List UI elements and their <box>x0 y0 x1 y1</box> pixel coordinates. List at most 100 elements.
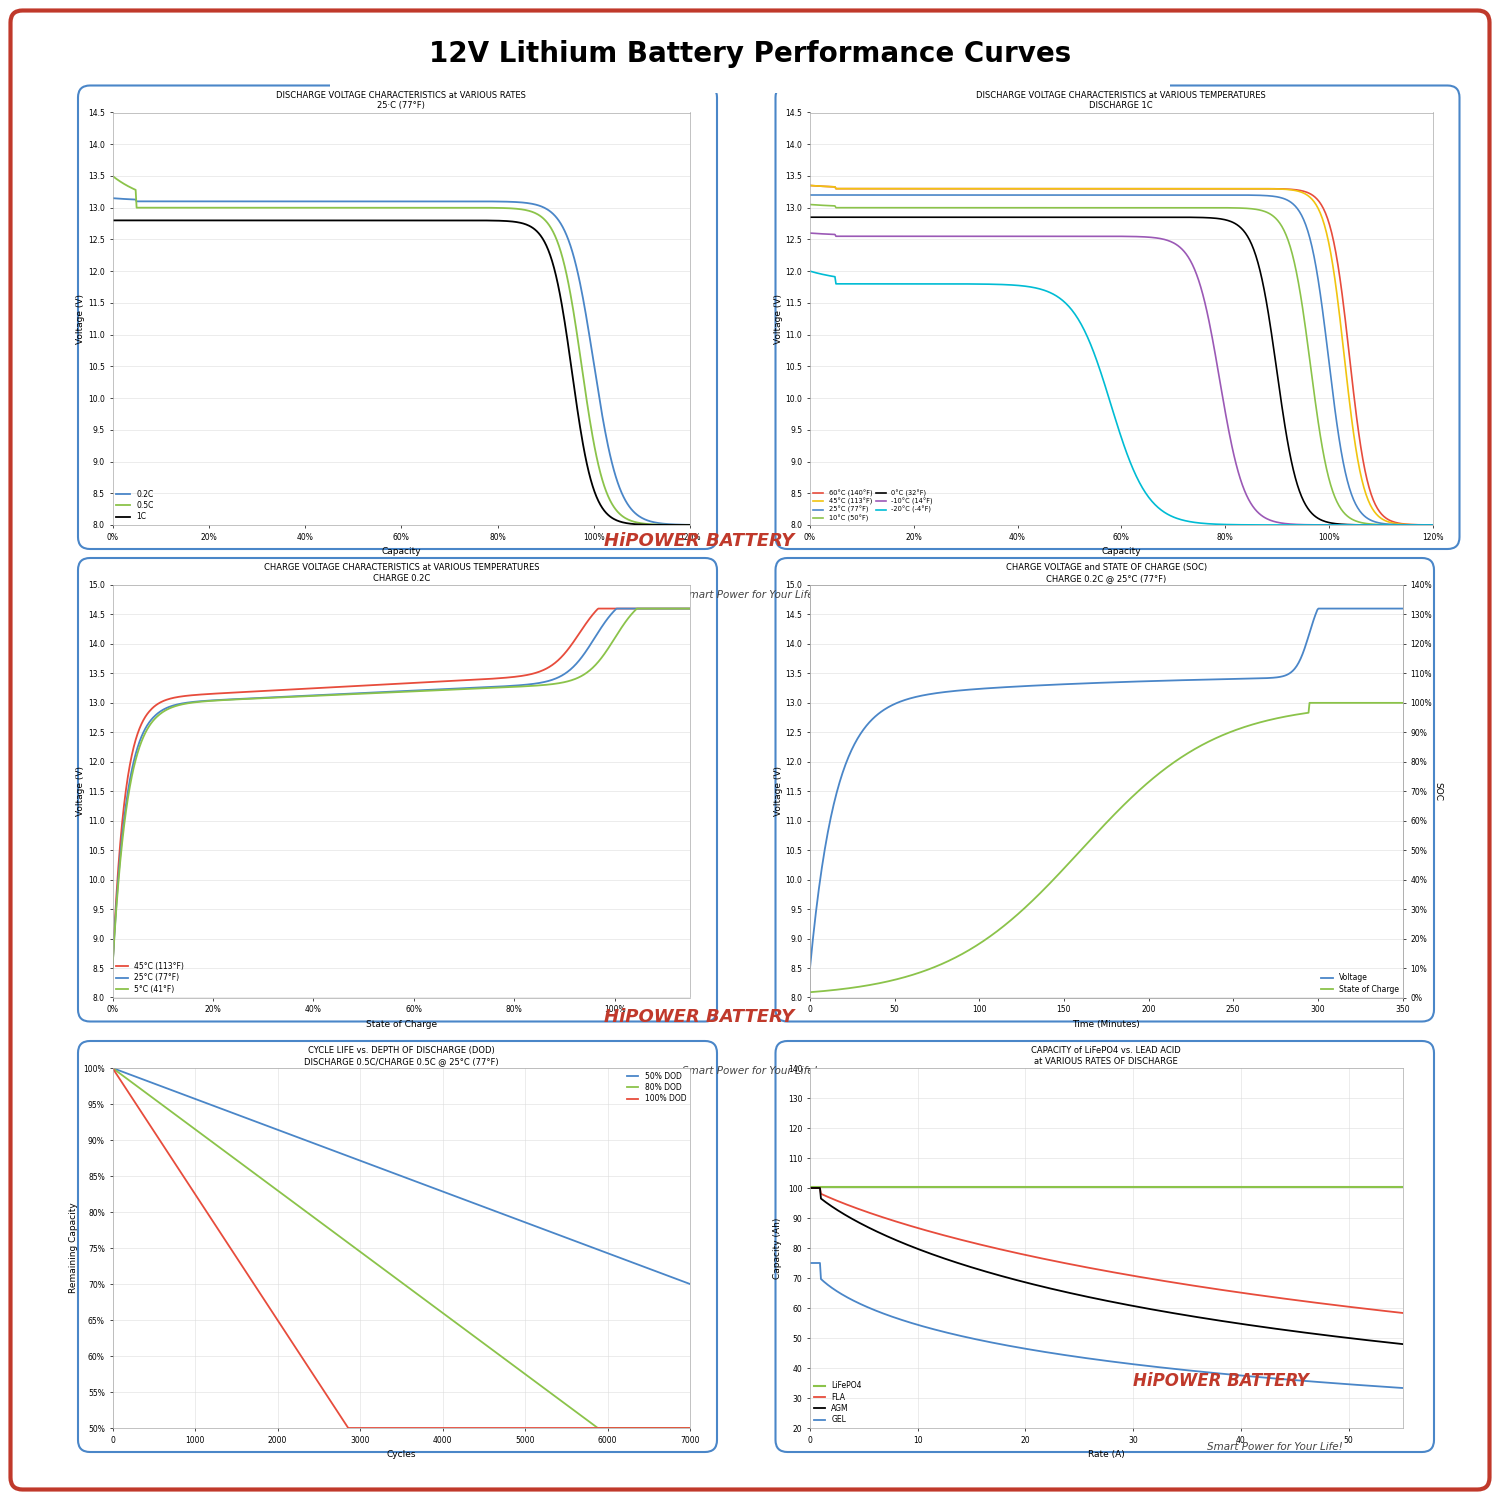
State of Charge <box>1394 694 1411 712</box>
FLA <box>1248 1286 1266 1304</box>
X-axis label: Cycles: Cycles <box>387 1450 416 1460</box>
25°C (77°F) <box>681 600 699 618</box>
Line: 0.2C: 0.2C <box>112 198 690 525</box>
LiFePO4 <box>1394 1178 1411 1196</box>
Legend: 60°C (140°F), 45°C (113°F), 25°C (77°F), 10°C (50°F), 0°C (32°F), -10°C (14°F), : 60°C (140°F), 45°C (113°F), 25°C (77°F),… <box>813 490 933 522</box>
25°C (77°F) <box>364 684 382 702</box>
GEL <box>906 1316 924 1334</box>
Line: 0.5C: 0.5C <box>112 176 690 525</box>
50% DOD <box>267 1120 285 1138</box>
AGM <box>1248 1317 1266 1335</box>
100% DOD <box>681 1419 699 1437</box>
100% DOD <box>483 1419 501 1437</box>
45°C (113°F) <box>538 658 556 676</box>
Title: CHARGE VOLTAGE CHARACTERISTICS at VARIOUS TEMPERATURES
CHARGE 0.2C: CHARGE VOLTAGE CHARACTERISTICS at VARIOU… <box>264 564 538 584</box>
Legend: 50% DOD, 80% DOD, 100% DOD: 50% DOD, 80% DOD, 100% DOD <box>627 1072 686 1104</box>
5°C (41°F) <box>444 681 462 699</box>
80% DOD <box>554 1392 572 1410</box>
State of Charge <box>801 982 819 1000</box>
State of Charge <box>1070 844 1088 862</box>
X-axis label: State of Charge: State of Charge <box>366 1020 436 1029</box>
AGM <box>954 1256 972 1274</box>
State of Charge <box>906 964 924 982</box>
0.5C <box>364 198 382 216</box>
X-axis label: Capacity: Capacity <box>381 548 422 556</box>
Voltage <box>1394 600 1411 618</box>
80% DOD <box>681 1419 699 1437</box>
100% DOD <box>286 1338 304 1356</box>
Legend: LiFePO4, FLA, AGM, GEL: LiFePO4, FLA, AGM, GEL <box>815 1382 862 1423</box>
0.2C <box>364 192 382 210</box>
GEL <box>1197 1364 1215 1382</box>
25°C (77°F) <box>538 672 556 690</box>
45°C (113°F) <box>590 600 608 618</box>
AGM <box>1394 1335 1411 1353</box>
1C <box>444 211 462 230</box>
FLA <box>1197 1278 1215 1296</box>
LiFePO4 <box>1070 1178 1088 1196</box>
State of Charge <box>1197 734 1215 752</box>
50% DOD <box>483 1202 501 1219</box>
Title: DISCHARGE VOLTAGE CHARACTERISTICS at VARIOUS TEMPERATURES
DISCHARGE 1C: DISCHARGE VOLTAGE CHARACTERISTICS at VAR… <box>976 92 1266 111</box>
1C <box>681 516 699 534</box>
45°C (113°F) <box>206 684 224 702</box>
5°C (41°F) <box>681 600 699 618</box>
50% DOD <box>681 1275 699 1293</box>
25°C (77°F) <box>252 688 270 706</box>
25°C (77°F) <box>444 680 462 698</box>
Y-axis label: Voltage (V): Voltage (V) <box>774 766 783 816</box>
LiFePO4 <box>906 1178 924 1196</box>
AGM <box>906 1239 924 1257</box>
100% DOD <box>554 1419 572 1437</box>
45°C (113°F) <box>364 676 382 694</box>
45°C (113°F) <box>104 958 122 976</box>
45°C (113°F) <box>252 682 270 700</box>
100% DOD <box>244 1275 262 1293</box>
80% DOD <box>104 1059 122 1077</box>
50% DOD <box>624 1254 642 1272</box>
Line: 5°C (41°F): 5°C (41°F) <box>112 609 690 968</box>
80% DOD <box>626 1419 644 1437</box>
AGM <box>1070 1286 1088 1304</box>
80% DOD <box>483 1341 501 1359</box>
Text: HiPOWER BATTERY: HiPOWER BATTERY <box>1132 1371 1310 1389</box>
Voltage <box>1070 675 1088 693</box>
Text: Smart Power for Your Life!: Smart Power for Your Life! <box>682 1065 818 1076</box>
Title: DISCHARGE VOLTAGE CHARACTERISTICS at VARIOUS RATES
25·C (77°F): DISCHARGE VOLTAGE CHARACTERISTICS at VAR… <box>276 92 526 111</box>
25°C (77°F) <box>608 600 625 618</box>
100% DOD <box>340 1419 358 1437</box>
Legend: 0.2C, 0.5C, 1C: 0.2C, 0.5C, 1C <box>117 489 153 520</box>
0.5C <box>104 166 122 184</box>
0.2C <box>104 189 122 207</box>
AGM <box>1150 1302 1168 1320</box>
Voltage <box>1197 670 1215 688</box>
45°C (113°F) <box>489 669 507 687</box>
80% DOD <box>267 1179 285 1197</box>
0.2C <box>206 192 224 210</box>
Text: 12V Lithium Battery Performance Curves: 12V Lithium Battery Performance Curves <box>429 40 1071 68</box>
Y-axis label: SOC: SOC <box>1434 782 1443 801</box>
5°C (41°F) <box>206 692 224 709</box>
Legend: Voltage, State of Charge: Voltage, State of Charge <box>1322 974 1398 993</box>
1C <box>538 238 556 256</box>
FLA <box>1394 1304 1411 1322</box>
Y-axis label: Voltage (V): Voltage (V) <box>774 294 783 344</box>
5°C (41°F) <box>628 600 646 618</box>
Title: CAPACITY of LiFePO4 vs. LEAD ACID
at VARIOUS RATES OF DISCHARGE: CAPACITY of LiFePO4 vs. LEAD ACID at VAR… <box>1032 1047 1181 1066</box>
FLA <box>906 1218 924 1236</box>
Text: Smart Power for Your Life!: Smart Power for Your Life! <box>682 590 818 600</box>
GEL <box>1070 1348 1088 1366</box>
Text: Smart Power for Your Life!: Smart Power for Your Life! <box>1208 1442 1342 1452</box>
Voltage <box>1246 669 1264 687</box>
5°C (41°F) <box>538 675 556 693</box>
Y-axis label: Remaining Capacity: Remaining Capacity <box>69 1203 78 1293</box>
GEL <box>1394 1378 1411 1396</box>
Line: FLA: FLA <box>812 1188 1402 1312</box>
0.5C <box>489 200 507 217</box>
FLA <box>1150 1270 1168 1288</box>
State of Charge <box>1150 765 1168 783</box>
X-axis label: Rate (A): Rate (A) <box>1088 1450 1125 1460</box>
80% DOD <box>590 1419 608 1437</box>
100% DOD <box>104 1059 122 1077</box>
GEL <box>802 1254 820 1272</box>
